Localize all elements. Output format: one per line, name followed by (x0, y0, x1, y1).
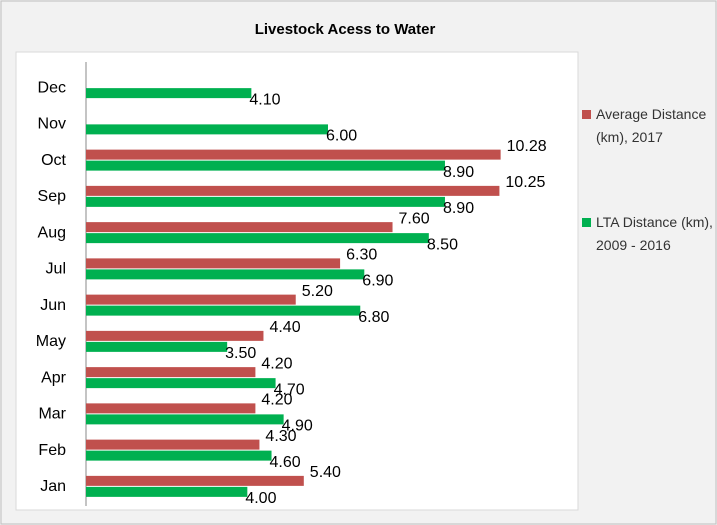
y-tick-label: Jul (46, 261, 66, 278)
bar (86, 185, 500, 196)
bar (86, 486, 248, 497)
bar (86, 269, 365, 280)
y-tick-label: Nov (38, 116, 66, 133)
data-label: 5.40 (310, 464, 341, 481)
bar (86, 414, 284, 425)
legend-label: Average Distance (km), 2017 (596, 106, 707, 145)
y-tick-label: Sep (38, 188, 67, 205)
y-tick-label: Aug (38, 224, 66, 241)
bar (86, 341, 228, 352)
bar (86, 149, 501, 160)
bar (86, 196, 445, 207)
data-label: 4.00 (245, 490, 276, 507)
y-tick-label: Apr (41, 369, 67, 386)
data-label: 4.60 (270, 454, 301, 471)
y-tick-label: Jun (40, 297, 66, 314)
y-tick-label: May (36, 333, 66, 350)
bar (86, 450, 272, 461)
data-label: 4.70 (274, 381, 305, 398)
bar (86, 330, 264, 341)
data-label: 8.90 (443, 200, 474, 217)
y-tick-label: Feb (38, 442, 66, 459)
data-label: 6.30 (346, 247, 377, 264)
y-tick-label: Jan (40, 478, 66, 495)
y-tick-label: Mar (38, 406, 66, 423)
bar (86, 160, 445, 171)
legend-swatch (582, 218, 591, 227)
data-label: 4.90 (282, 418, 313, 435)
legend-label: LTA Distance (km), 2009 - 2016 (596, 214, 713, 253)
bar (86, 233, 429, 244)
data-label: 4.10 (249, 91, 280, 108)
bar (86, 305, 361, 316)
data-label: 6.80 (358, 309, 389, 326)
bar (86, 403, 256, 414)
bar (86, 378, 276, 389)
data-label: 10.28 (507, 138, 547, 155)
bar (86, 88, 252, 99)
bar (86, 222, 393, 233)
data-label: 6.90 (362, 273, 393, 290)
chart-title: Livestock Acess to Water (255, 21, 436, 38)
bar (86, 475, 304, 486)
bar (86, 258, 341, 269)
data-label: 10.25 (505, 174, 545, 191)
data-label: 4.40 (269, 319, 300, 336)
data-label: 4.30 (265, 428, 296, 445)
data-label: 8.50 (427, 236, 458, 253)
bar (86, 367, 256, 378)
y-tick-label: Oct (41, 152, 66, 169)
bar (86, 439, 260, 450)
legend-swatch (582, 110, 591, 119)
data-label: 5.20 (302, 283, 333, 300)
data-label: 8.90 (443, 164, 474, 181)
data-label: 6.00 (326, 128, 357, 145)
y-tick-label: Dec (38, 79, 66, 96)
bar (86, 294, 296, 305)
data-label: 7.60 (399, 210, 430, 227)
data-label: 4.20 (261, 355, 292, 372)
data-label: 4.20 (261, 392, 292, 409)
bar (86, 124, 328, 135)
data-label: 3.50 (225, 345, 256, 362)
